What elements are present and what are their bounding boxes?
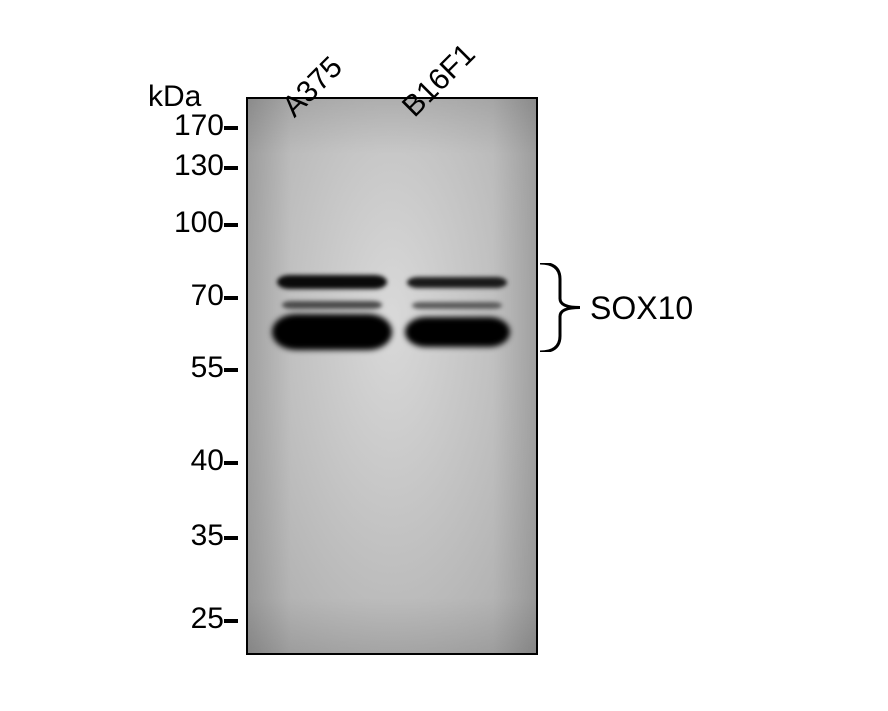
marker-label: 35 <box>191 519 224 553</box>
marker-label: 130 <box>174 149 224 183</box>
marker-tick <box>224 619 238 623</box>
marker-tick <box>224 166 238 170</box>
target-label: SOX10 <box>590 290 693 327</box>
marker-tick <box>224 536 238 540</box>
marker-label: 55 <box>191 351 224 385</box>
marker-tick <box>224 461 238 465</box>
blot-membrane <box>246 97 538 655</box>
marker-tick <box>224 223 238 227</box>
marker-label: 25 <box>191 602 224 636</box>
band <box>282 301 382 309</box>
marker-label: 100 <box>174 206 224 240</box>
band <box>277 275 387 289</box>
band <box>412 302 502 309</box>
blot-background <box>248 99 536 653</box>
marker-label: 170 <box>174 109 224 143</box>
marker-label: 70 <box>191 279 224 313</box>
marker-tick <box>224 126 238 130</box>
marker-tick <box>224 296 238 300</box>
brace-icon <box>540 263 580 352</box>
marker-tick <box>224 368 238 372</box>
marker-label: 40 <box>191 444 224 478</box>
band <box>405 317 510 347</box>
band <box>272 314 392 350</box>
band <box>407 277 507 288</box>
